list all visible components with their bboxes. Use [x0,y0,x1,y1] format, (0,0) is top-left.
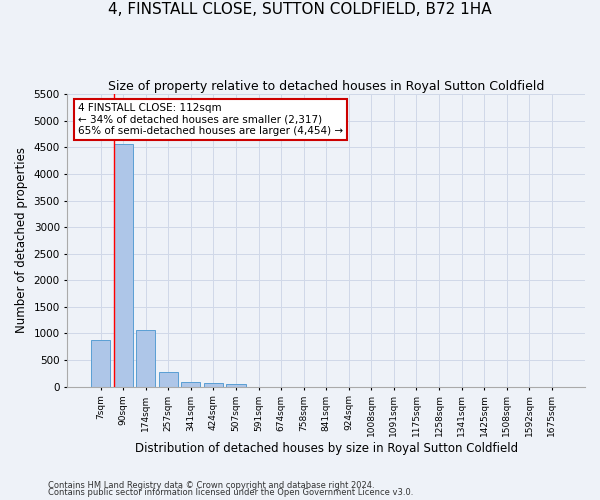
X-axis label: Distribution of detached houses by size in Royal Sutton Coldfield: Distribution of detached houses by size … [134,442,518,455]
Text: 4 FINSTALL CLOSE: 112sqm
← 34% of detached houses are smaller (2,317)
65% of sem: 4 FINSTALL CLOSE: 112sqm ← 34% of detach… [78,103,343,136]
Bar [204,382,223,386]
Bar [136,330,155,386]
Title: Size of property relative to detached houses in Royal Sutton Coldfield: Size of property relative to detached ho… [108,80,544,93]
Bar [113,144,133,386]
Text: 4, FINSTALL CLOSE, SUTTON COLDFIELD, B72 1HA: 4, FINSTALL CLOSE, SUTTON COLDFIELD, B72… [108,2,492,18]
Y-axis label: Number of detached properties: Number of detached properties [15,148,28,334]
Bar [181,382,200,386]
Bar [158,372,178,386]
Text: Contains HM Land Registry data © Crown copyright and database right 2024.: Contains HM Land Registry data © Crown c… [48,480,374,490]
Text: Contains public sector information licensed under the Open Government Licence v3: Contains public sector information licen… [48,488,413,497]
Bar [226,384,245,386]
Bar [91,340,110,386]
